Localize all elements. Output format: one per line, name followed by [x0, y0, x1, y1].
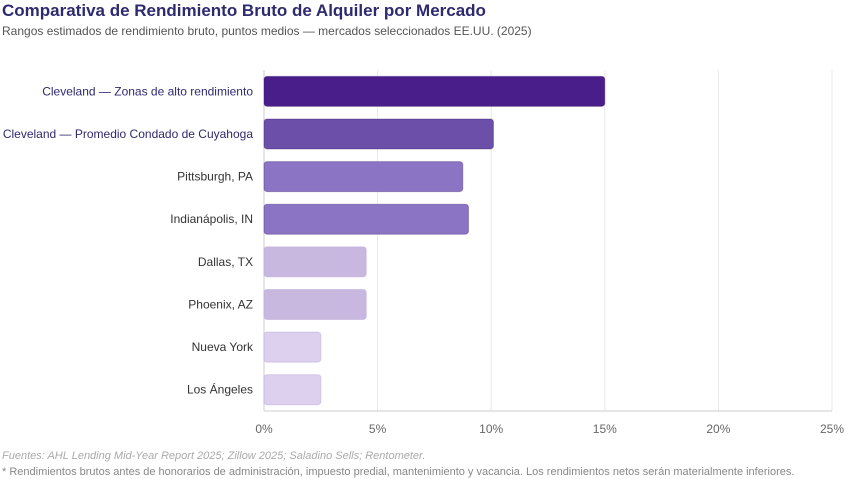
category-label: Pittsburgh, PA [177, 170, 253, 184]
bar [263, 75, 606, 107]
bar [263, 374, 322, 406]
bar [263, 161, 464, 193]
x-tick-label: 15% [593, 422, 617, 436]
category-label: Cleveland — Zonas de alto rendimiento [42, 84, 253, 98]
bar [263, 331, 322, 363]
chart-subtitle: Rangos estimados de rendimiento bruto, p… [2, 24, 532, 38]
category-label: Nueva York [192, 340, 254, 354]
chart-title: Comparativa de Rendimiento Bruto de Alqu… [2, 1, 486, 20]
x-tick-label: 10% [479, 422, 503, 436]
footnote: * Rendimientos brutos antes de honorario… [2, 466, 795, 478]
bar [263, 288, 367, 320]
x-tick-label: 0% [255, 422, 273, 436]
sources-note: Fuentes: AHL Lending Mid-Year Report 202… [2, 450, 426, 462]
x-tick-label: 20% [706, 422, 730, 436]
category-label: Cleveland — Promedio Condado de Cuyahoga [3, 127, 253, 141]
x-tick-label: 5% [369, 422, 387, 436]
bar [263, 203, 469, 235]
bar [263, 118, 494, 150]
category-label: Los Ángeles [187, 382, 253, 397]
category-label: Dallas, TX [198, 255, 253, 269]
bar [263, 246, 367, 278]
x-tick-label: 25% [820, 422, 844, 436]
category-label: Phoenix, AZ [188, 297, 253, 311]
category-label: Indianápolis, IN [170, 212, 253, 226]
